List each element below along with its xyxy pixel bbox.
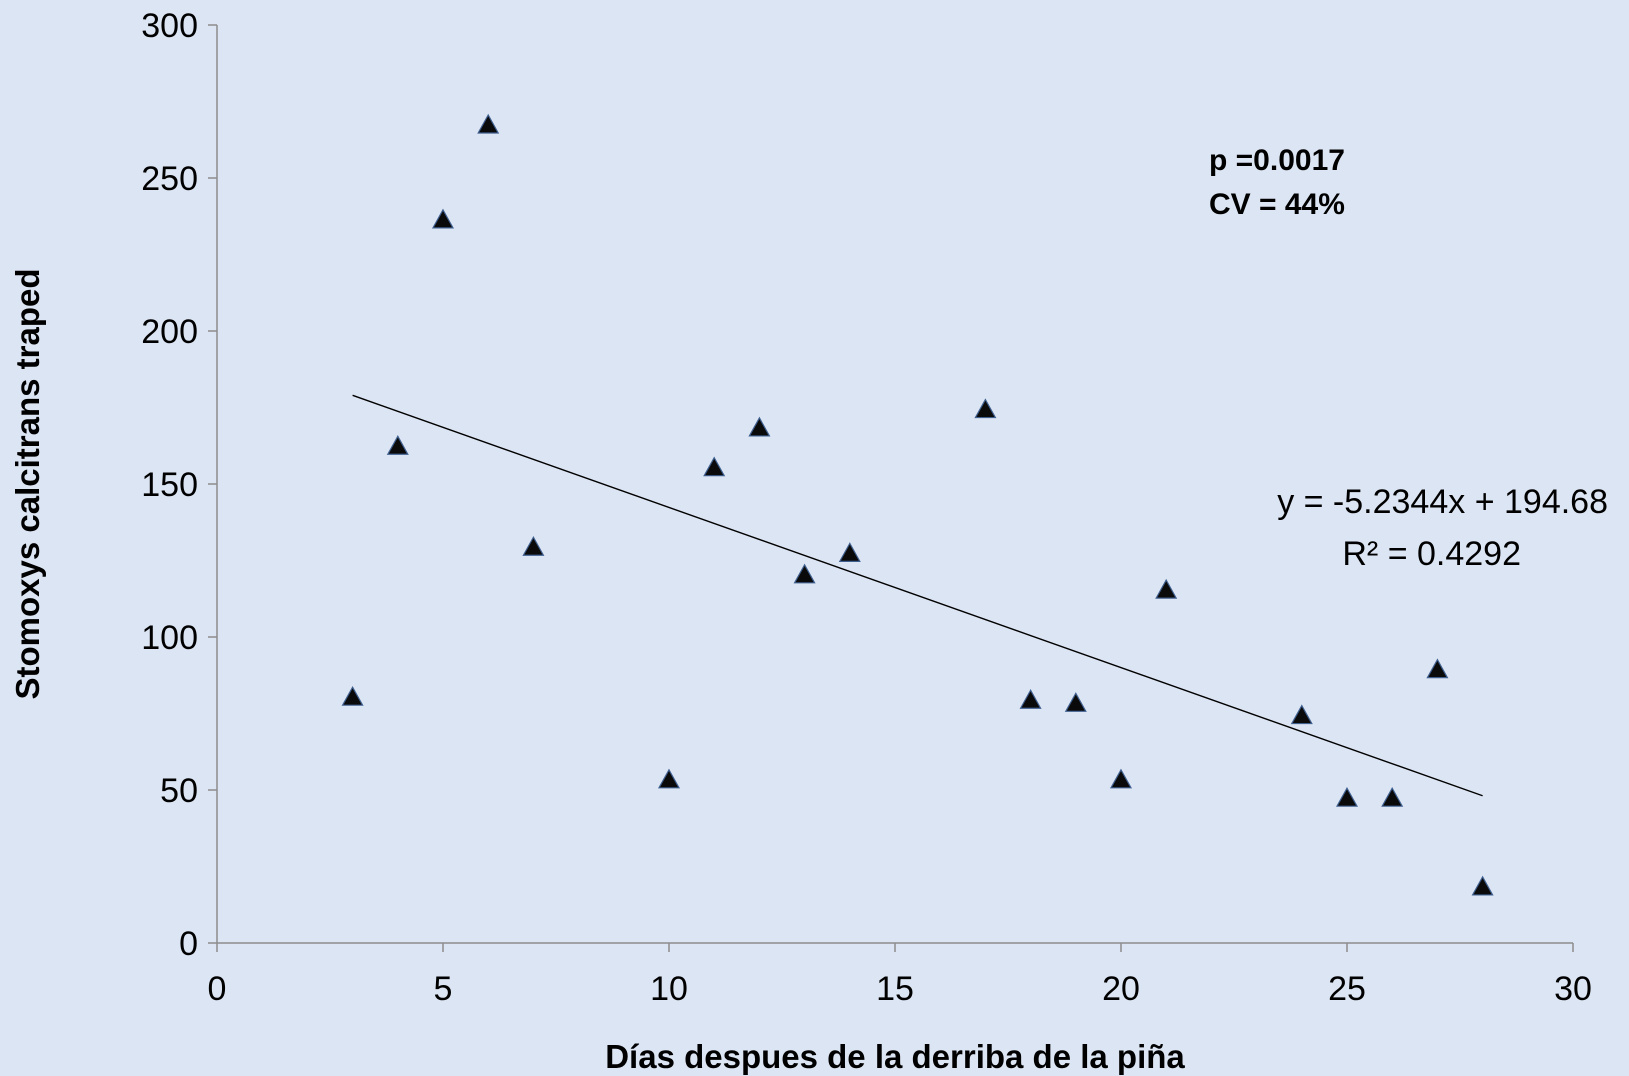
data-point [1155, 578, 1178, 599]
y-tick-label: 50 [160, 772, 198, 810]
trendline [352, 394, 1483, 797]
y-tick-label: 100 [141, 619, 198, 657]
x-tick-label: 10 [650, 970, 688, 1008]
x-tick-label: 15 [876, 970, 914, 1008]
x-axis-title: Días despues de la derriba de la piña [605, 1038, 1185, 1075]
data-points [341, 113, 1494, 896]
p-value-annotation: p =0.0017 [1209, 144, 1345, 177]
data-point [1471, 875, 1494, 896]
y-tick-label: 200 [141, 313, 198, 351]
data-point [386, 435, 409, 455]
y-tick-label: 150 [141, 466, 198, 504]
trendline-r-squared: R² = 0.4292 [1342, 535, 1521, 573]
data-point [1019, 689, 1042, 709]
x-tick-label: 0 [208, 970, 227, 1008]
data-point [793, 563, 816, 584]
x-tick-label: 30 [1554, 970, 1592, 1008]
y-tick-label: 0 [179, 925, 198, 963]
data-point [974, 398, 997, 419]
x-tick-label: 20 [1102, 970, 1140, 1008]
data-point [1109, 768, 1133, 789]
data-point [341, 685, 364, 706]
data-point [838, 542, 861, 562]
y-axis-ticks: 0 50 100 150 200 250 300 [141, 7, 217, 963]
data-point [431, 208, 455, 229]
data-point [748, 416, 771, 437]
data-point [657, 768, 681, 789]
data-point [1381, 786, 1404, 807]
x-axis-ticks: 0 5 10 15 20 25 30 [208, 943, 1592, 1008]
data-point [1426, 658, 1449, 679]
y-tick-label: 250 [141, 160, 198, 198]
cv-annotation: CV = 44% [1209, 188, 1345, 221]
x-tick-label: 5 [434, 970, 453, 1008]
data-point [522, 536, 545, 556]
y-tick-label: 300 [141, 7, 198, 45]
data-point [1335, 786, 1359, 807]
x-tick-label: 25 [1328, 970, 1366, 1008]
y-axis-title: Stomoxys calcitrans traped [9, 269, 46, 700]
data-point [477, 113, 500, 134]
data-point [1064, 692, 1087, 712]
data-point [703, 456, 726, 477]
data-point [1290, 704, 1313, 725]
trendline-group [352, 394, 1483, 797]
trendline-equation: y = -5.2344x + 194.68 [1277, 483, 1608, 521]
